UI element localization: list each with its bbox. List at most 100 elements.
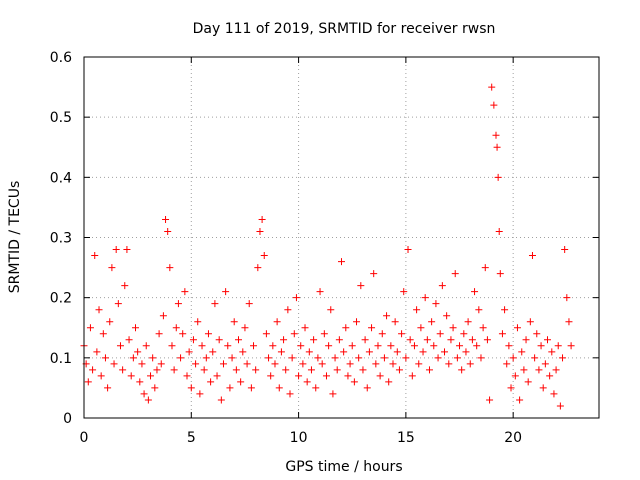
data-point	[477, 354, 485, 362]
data-point	[101, 354, 109, 362]
data-point	[168, 342, 176, 350]
data-point	[419, 348, 427, 356]
data-point	[290, 330, 298, 338]
data-point	[284, 306, 292, 314]
data-point	[357, 282, 365, 290]
data-point	[262, 330, 270, 338]
data-point	[378, 330, 386, 338]
data-point	[436, 330, 444, 338]
data-point	[456, 342, 464, 350]
data-point	[204, 330, 212, 338]
data-point	[393, 348, 401, 356]
data-point	[387, 342, 395, 350]
data-point	[256, 227, 264, 235]
data-point	[462, 348, 470, 356]
data-point	[425, 366, 433, 374]
data-point	[86, 324, 94, 332]
data-point	[537, 342, 545, 350]
data-point	[501, 306, 509, 314]
x-axis-label: GPS time / hours	[285, 459, 402, 475]
data-point	[112, 246, 120, 254]
data-point	[280, 336, 288, 344]
data-point	[174, 300, 182, 308]
data-point	[546, 372, 554, 380]
data-point	[370, 270, 378, 278]
data-point	[95, 306, 103, 314]
data-point	[567, 342, 575, 350]
data-point	[136, 378, 144, 386]
data-point	[335, 336, 343, 344]
data-point	[84, 378, 92, 386]
data-point	[518, 348, 526, 356]
data-point	[498, 330, 506, 338]
data-point	[342, 324, 350, 332]
data-point	[410, 342, 418, 350]
data-point	[250, 342, 258, 350]
data-point	[539, 384, 547, 392]
data-point	[273, 318, 281, 326]
data-point	[149, 354, 157, 362]
data-point	[198, 342, 206, 350]
data-point	[211, 300, 219, 308]
data-point	[245, 300, 253, 308]
data-point	[235, 336, 242, 344]
data-point	[155, 330, 163, 338]
data-point	[432, 300, 440, 308]
data-point	[413, 306, 421, 314]
data-point	[320, 330, 328, 338]
data-point	[389, 360, 397, 368]
data-point	[97, 372, 105, 380]
data-point	[541, 360, 549, 368]
data-point	[528, 252, 536, 260]
data-point	[363, 384, 371, 392]
data-point	[151, 384, 159, 392]
data-point	[108, 264, 116, 272]
data-point	[415, 360, 423, 368]
data-point	[89, 366, 97, 374]
data-point	[329, 390, 337, 398]
data-point	[471, 288, 479, 296]
data-point	[267, 372, 275, 380]
data-point	[91, 252, 99, 260]
data-point	[535, 366, 543, 374]
data-point	[123, 246, 131, 254]
data-point	[295, 372, 303, 380]
data-point	[434, 354, 442, 362]
data-point	[314, 354, 322, 362]
data-point	[305, 348, 313, 356]
data-point	[275, 384, 283, 392]
data-point	[556, 402, 564, 410]
data-point	[228, 354, 236, 362]
data-point	[114, 300, 122, 308]
chart-title: Day 111 of 2019, SRMTID for receiver rws…	[193, 21, 496, 37]
data-point	[226, 384, 234, 392]
data-point	[299, 360, 307, 368]
data-point	[552, 366, 560, 374]
data-point	[132, 324, 139, 332]
data-point	[531, 354, 539, 362]
data-point	[106, 318, 114, 326]
data-point	[196, 390, 204, 398]
data-point	[252, 366, 260, 374]
data-point	[189, 336, 197, 344]
data-point	[495, 227, 503, 235]
data-point	[286, 390, 294, 398]
data-point	[400, 288, 408, 296]
data-point	[494, 173, 502, 181]
data-point	[421, 294, 429, 302]
y-tick-label: 0.1	[50, 351, 72, 367]
data-point	[215, 336, 223, 344]
data-point	[513, 324, 521, 332]
data-point	[125, 336, 133, 344]
data-point	[445, 360, 453, 368]
data-point	[181, 288, 189, 296]
data-point	[376, 372, 384, 380]
data-point	[460, 330, 468, 338]
data-point	[325, 342, 333, 350]
data-point	[423, 336, 431, 344]
data-point	[408, 372, 416, 380]
data-point	[157, 360, 165, 368]
data-point	[473, 342, 481, 350]
data-point	[438, 282, 446, 290]
